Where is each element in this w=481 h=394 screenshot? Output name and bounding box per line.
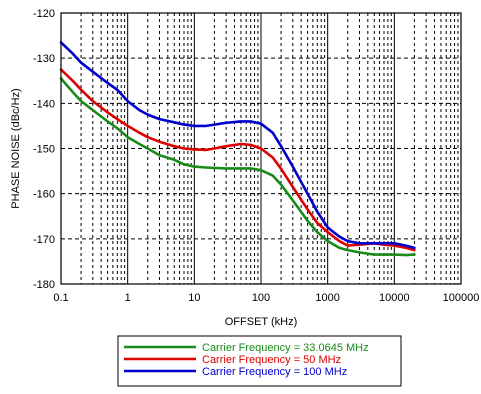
x-axis-title: OFFSET (kHz) bbox=[225, 316, 298, 328]
y-tick-label: -160 bbox=[33, 189, 55, 201]
y-tick-label: -130 bbox=[33, 53, 55, 65]
plot-frame bbox=[60, 12, 462, 285]
x-tick-label: 1000 bbox=[315, 292, 339, 304]
x-tick-label: 10 bbox=[188, 292, 200, 304]
series-line-2 bbox=[59, 68, 416, 252]
x-tick-label: 0.1 bbox=[53, 292, 68, 304]
y-tick-label: -180 bbox=[33, 279, 55, 291]
legend-label-1: Carrier Frequency = 33.0645 MHz bbox=[202, 342, 369, 354]
x-tick-label: 100 bbox=[252, 292, 270, 304]
x-tick-label: 1 bbox=[125, 292, 131, 304]
legend-label-2: Carrier Frequency = 50 MHz bbox=[202, 354, 341, 366]
y-tick-label: -150 bbox=[33, 144, 55, 156]
legend-label-3: Carrier Frequency = 100 MHz bbox=[202, 366, 347, 378]
y-axis-title: PHASE NOISE (dBc/Hz) bbox=[10, 88, 22, 208]
legend-box bbox=[117, 335, 402, 387]
tick-labels: 0.1 1 10 100 1000 10000 100000 -180 -170 -160 -150… bbox=[33, 8, 479, 304]
series-line-3 bbox=[59, 41, 416, 250]
series-group bbox=[59, 41, 416, 257]
x-tick-label: 100000 bbox=[443, 292, 480, 304]
series-line-1 bbox=[59, 77, 416, 257]
x-tick-label: 10000 bbox=[379, 292, 410, 304]
y-tick-label: -120 bbox=[33, 8, 55, 20]
y-tick-label: -140 bbox=[33, 98, 55, 110]
y-tick-label: -170 bbox=[33, 234, 55, 246]
